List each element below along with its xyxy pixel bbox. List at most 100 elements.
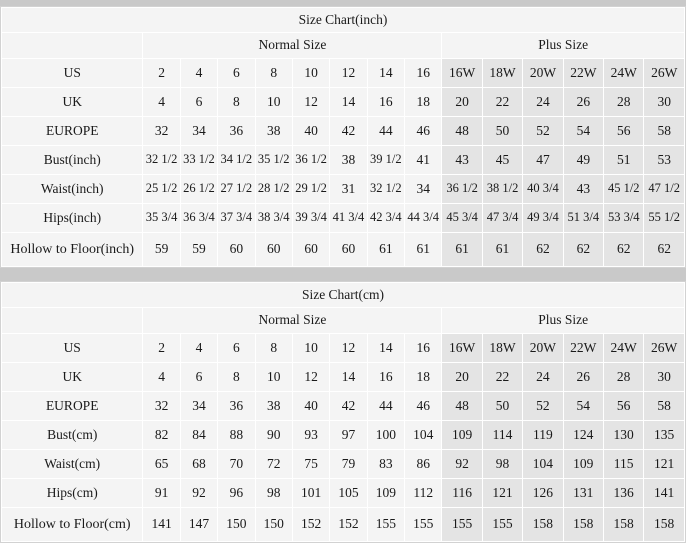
- table-cell: 60: [217, 232, 256, 267]
- table-cell: 84: [179, 420, 219, 450]
- table-cell: 61: [366, 232, 406, 267]
- table-cell: 2: [142, 333, 181, 363]
- table-cell: 98: [481, 449, 524, 479]
- row-label: EUROPE: [0, 391, 144, 421]
- table-cell: 26W: [643, 333, 685, 363]
- table-cell: 158: [562, 507, 604, 542]
- table-cell: 52: [522, 391, 564, 421]
- table-cell: 43: [562, 174, 605, 204]
- table-cell: 126: [522, 478, 564, 508]
- table-cell: 24: [522, 87, 564, 117]
- table-cell: 44: [366, 391, 406, 421]
- table-row: UK 4 6 8 10 12 14 16 18 20 22 24 26 28 30: [0, 362, 685, 392]
- table-cell: 150: [254, 507, 293, 542]
- table-cell: 10: [291, 58, 331, 88]
- table-cell: 20: [441, 87, 483, 117]
- group-header-normal-size: Normal Size: [142, 32, 443, 59]
- row-label: UK: [0, 87, 144, 117]
- table-cell: 150: [217, 507, 256, 542]
- size-chart-cm: Size Chart(cm) Normal Size Plus Size US 2 4 6 8…: [0, 281, 686, 543]
- table-cell: 24W: [603, 58, 645, 88]
- table-cell: 62: [522, 232, 564, 267]
- table-cell: 65: [142, 449, 181, 479]
- row-label: Hollow to Floor(inch): [0, 232, 144, 267]
- size-table-inch: Size Chart(inch) Normal Size Plus Size US 2 4…: [0, 7, 685, 267]
- table-cell: 115: [602, 449, 645, 479]
- table-cell: 8: [217, 87, 256, 117]
- table-cell: 86: [404, 449, 443, 479]
- table-cell: 34 1/2: [217, 145, 256, 175]
- table-cell: 47 1/2: [643, 174, 685, 204]
- table-cell: 16: [404, 333, 443, 363]
- table-cell: 6: [179, 87, 219, 117]
- table-row: Bust(inch) 32 1/2 33 1/2 34 1/2 35 1/2 36 1/2…: [0, 145, 685, 175]
- row-label: EUROPE: [0, 116, 144, 146]
- table-cell: 82: [142, 420, 181, 450]
- table-cell: 96: [217, 478, 256, 508]
- table-cell: 40: [291, 391, 331, 421]
- table-cell: 4: [142, 87, 181, 117]
- title-row: Size Chart(inch): [1, 7, 685, 33]
- table-cell: 36 1/2: [441, 174, 483, 204]
- table-cell: 37 3/4: [217, 203, 256, 233]
- table-cell: 14: [329, 362, 368, 392]
- table-cell: 56: [603, 116, 645, 146]
- table-cell: 155: [404, 507, 443, 542]
- title-row: Size Chart(cm): [1, 282, 685, 308]
- table-cell: 158: [602, 507, 645, 542]
- table-cell: 38 1/2: [481, 174, 524, 204]
- table-cell: 32 1/2: [366, 174, 406, 204]
- table-cell: 91: [142, 478, 181, 508]
- table-cell: 35 3/4: [142, 203, 181, 233]
- table-cell: 62: [603, 232, 645, 267]
- table-cell: 112: [404, 478, 443, 508]
- table-row: US 2 4 6 8 10 12 14 16 16W 18W 20W 22W 24W 26W: [0, 58, 685, 88]
- table-row: US 2 4 6 8 10 12 14 16 16W 18W 20W 22W 24W 26W: [0, 333, 685, 363]
- table-row: Hollow to Floor(cm) 141 147 150 150 152 152 155…: [0, 507, 685, 542]
- group-header-blank: [0, 307, 144, 334]
- table-cell: 18W: [481, 333, 524, 363]
- table-cell: 55 1/2: [643, 203, 685, 233]
- table-cell: 42 3/4: [366, 203, 406, 233]
- table-cell: 16: [404, 58, 443, 88]
- table-cell: 29 1/2: [291, 174, 331, 204]
- table-cell: 58: [643, 116, 685, 146]
- table-cell: 98: [254, 478, 293, 508]
- table-row: EUROPE 32 34 36 38 40 42 44 46 48 50 52 54 56 58: [0, 391, 685, 421]
- table-cell: 22W: [562, 58, 605, 88]
- table-cell: 8: [254, 58, 293, 88]
- table-cell: 4: [142, 362, 181, 392]
- table-cell: 14: [366, 333, 406, 363]
- table-cell: 54: [562, 116, 605, 146]
- table-cell: 25 1/2: [142, 174, 181, 204]
- table-cell: 6: [179, 362, 219, 392]
- table-row: Waist(inch) 25 1/2 26 1/2 27 1/2 28 1/2 29 1/…: [0, 174, 685, 204]
- table-cell: 36 1/2: [291, 145, 331, 175]
- table-cell: 104: [404, 420, 443, 450]
- table-cell: 36: [217, 116, 256, 146]
- table-cell: 30: [643, 362, 685, 392]
- group-header-blank: [0, 32, 144, 59]
- table-cell: 41: [404, 145, 443, 175]
- table-cell: 42: [329, 116, 368, 146]
- table-cell: 34: [404, 174, 443, 204]
- table-cell: 34: [179, 391, 219, 421]
- table-cell: 48: [441, 391, 483, 421]
- table-row: EUROPE 32 34 36 38 40 42 44 46 48 50 52 54 56 58: [0, 116, 685, 146]
- table-cell: 60: [329, 232, 368, 267]
- table-cell: 79: [329, 449, 368, 479]
- table-cell: 45: [481, 145, 524, 175]
- table-cell: 33 1/2: [179, 145, 219, 175]
- table-row: Hips(inch) 35 3/4 36 3/4 37 3/4 38 3/4 39 3/4…: [0, 203, 685, 233]
- table-cell: 2: [142, 58, 181, 88]
- table-cell: 43: [441, 145, 483, 175]
- table-cell: 124: [562, 420, 604, 450]
- table-cell: 6: [217, 58, 256, 88]
- table-cell: 16W: [441, 333, 483, 363]
- table-body-cm: Size Chart(cm) Normal Size Plus Size US 2 4 6 8…: [0, 282, 685, 542]
- table-cell: 10: [254, 87, 293, 117]
- table-cell: 22W: [562, 333, 604, 363]
- table-cell: 51: [603, 145, 645, 175]
- table-cell: 121: [643, 449, 685, 479]
- table-row: Waist(cm) 65 68 70 72 75 79 83 86 92 98 104 109 115 12…: [0, 449, 685, 479]
